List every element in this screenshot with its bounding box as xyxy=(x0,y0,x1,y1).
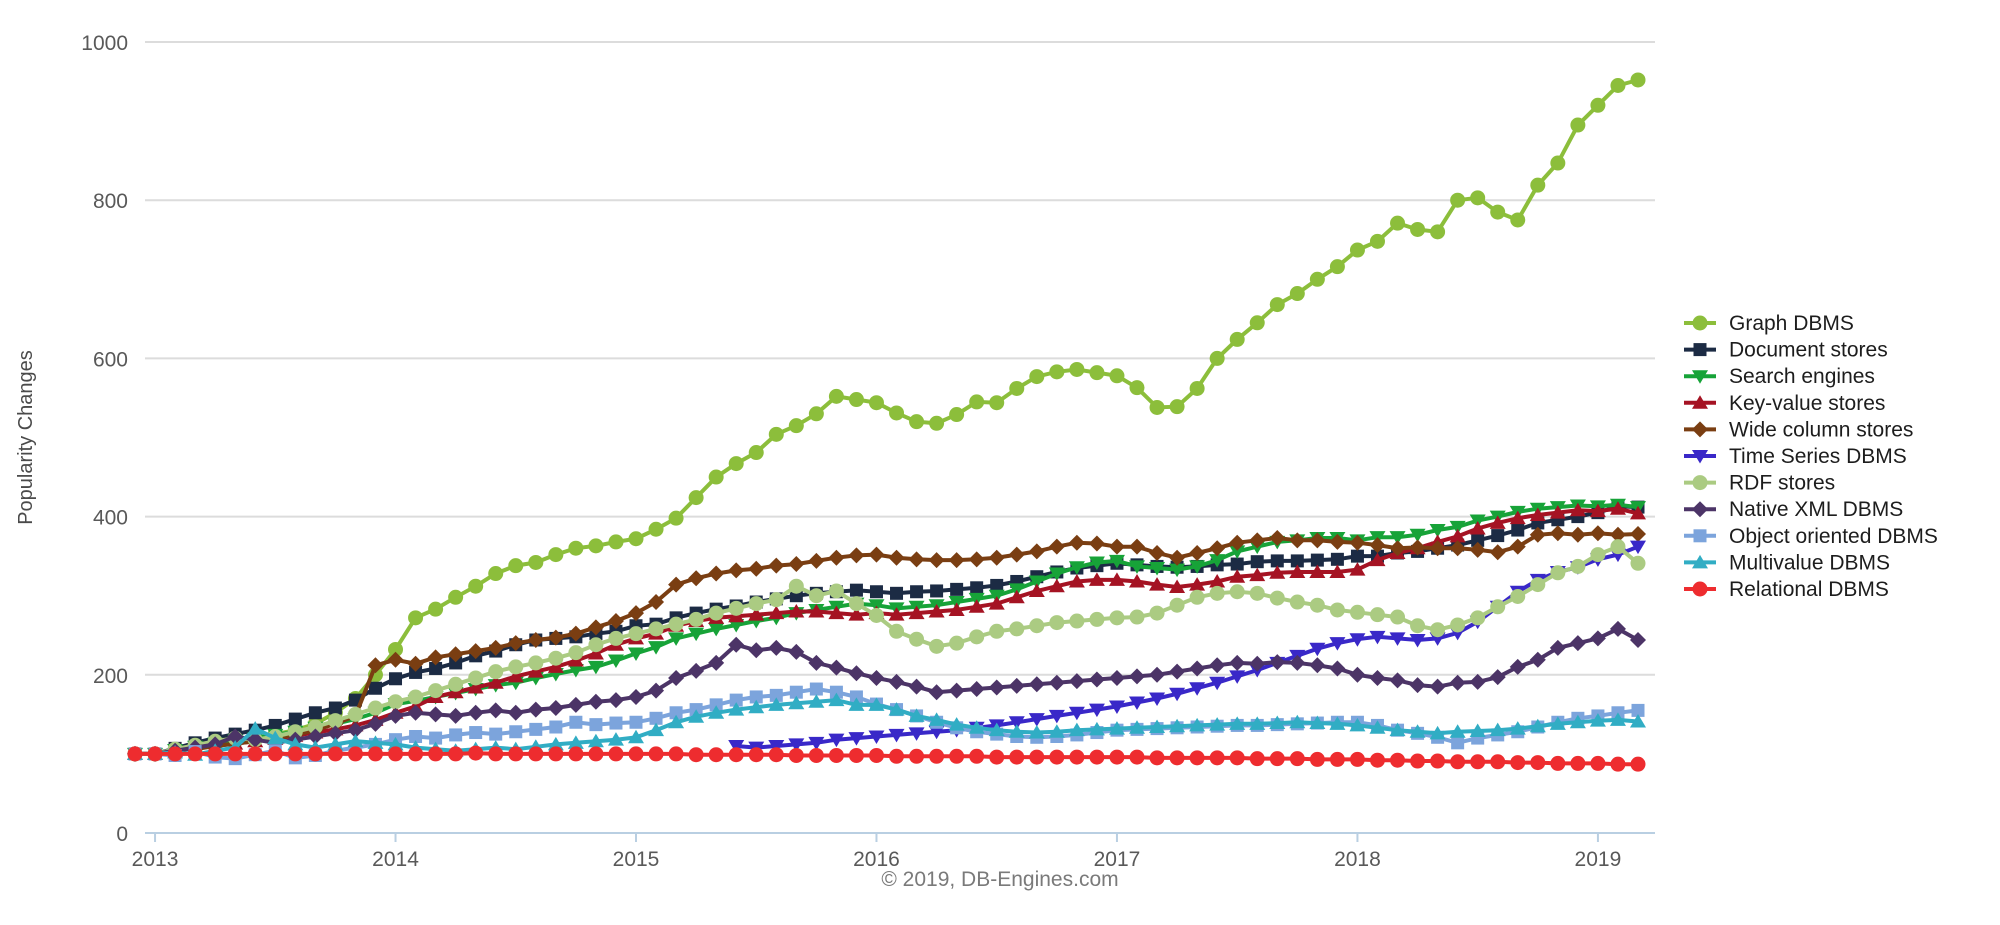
y-tick-label-200: 200 xyxy=(93,665,128,688)
series-relational-dbms xyxy=(127,745,1646,772)
y-tick-label-600: 600 xyxy=(93,348,128,371)
series-line xyxy=(736,544,1639,750)
legend-item-rdf-stores[interactable]: RDF stores xyxy=(1684,472,1835,495)
legend-item-time-series-dbms[interactable]: Time Series DBMS xyxy=(1684,445,1907,468)
legend-label: Relational DBMS xyxy=(1729,578,1889,601)
y-tick-label-800: 800 xyxy=(93,190,128,213)
legend-item-relational-dbms[interactable]: Relational DBMS xyxy=(1684,578,1889,601)
series-graph-dbms xyxy=(127,72,1646,762)
x-tick-label-2019: 2019 xyxy=(1575,848,1622,871)
legend-label: Native XML DBMS xyxy=(1729,498,1903,521)
legend-item-search-engines[interactable]: Search engines xyxy=(1684,365,1875,388)
x-tick-label-2013: 2013 xyxy=(132,848,179,871)
legend-item-document-stores[interactable]: Document stores xyxy=(1684,339,1888,362)
x-tick-label-2014: 2014 xyxy=(372,848,419,871)
y-tick-label-400: 400 xyxy=(93,507,128,530)
legend-label: Multivalue DBMS xyxy=(1729,551,1890,574)
chart-caption: © 2019, DB-Engines.com xyxy=(881,868,1118,891)
series-line xyxy=(135,544,1640,756)
y-tick-label-0: 0 xyxy=(116,823,128,846)
series-line xyxy=(135,78,1639,756)
legend-label: Object oriented DBMS xyxy=(1729,525,1938,548)
legend-label: Wide column stores xyxy=(1729,418,1913,441)
legend-item-multivalue-dbms[interactable]: Multivalue DBMS xyxy=(1684,551,1890,574)
series-time-series-dbms xyxy=(728,540,1646,756)
legend-label: Document stores xyxy=(1729,339,1888,362)
legend-label: Graph DBMS xyxy=(1729,312,1854,335)
x-tick-label-2017: 2017 xyxy=(1094,848,1141,871)
legend-label: Time Series DBMS xyxy=(1729,445,1907,468)
legend-label: Key-value stores xyxy=(1729,392,1885,415)
legend-label: Search engines xyxy=(1729,365,1875,388)
series-line xyxy=(135,502,1639,756)
series-line xyxy=(135,751,1638,767)
series-line xyxy=(135,531,1639,756)
legend-item-object-oriented-dbms[interactable]: Object oriented DBMS xyxy=(1684,525,1938,548)
series-line xyxy=(135,698,1639,757)
legend-label: RDF stores xyxy=(1729,472,1835,495)
y-axis-title: Popularity Changes xyxy=(15,350,37,525)
x-tick-label-2015: 2015 xyxy=(613,848,660,871)
x-tick-label-2018: 2018 xyxy=(1334,848,1381,871)
legend-item-native-xml-dbms[interactable]: Native XML DBMS xyxy=(1684,498,1903,521)
series-line xyxy=(135,626,1639,756)
x-tick-label-2016: 2016 xyxy=(853,848,900,871)
legend-item-key-value-stores[interactable]: Key-value stores xyxy=(1684,392,1885,415)
series-line xyxy=(135,506,1639,756)
legend-item-graph-dbms[interactable]: Graph DBMS xyxy=(1684,312,1854,335)
y-tick-label-1000: 1000 xyxy=(81,32,128,55)
legend-item-wide-column-stores[interactable]: Wide column stores xyxy=(1684,418,1913,441)
